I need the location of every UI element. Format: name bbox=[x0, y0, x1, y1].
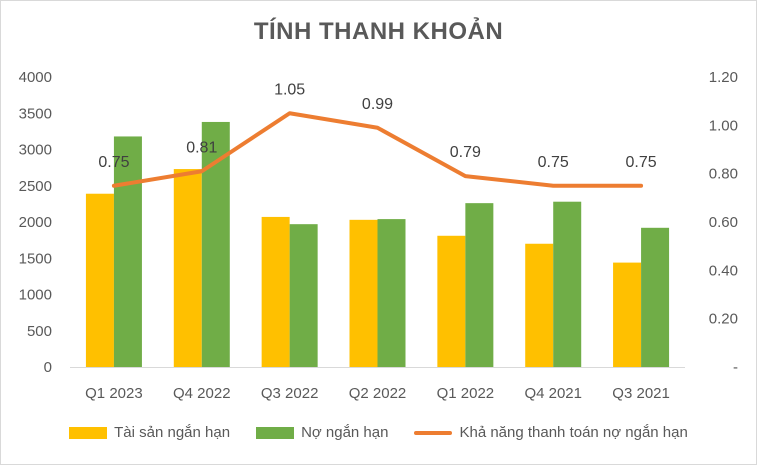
bar-no-ngan-han bbox=[641, 227, 670, 367]
legend-label-kha-nang: Khả năng thanh toán nợ ngắn hạn bbox=[459, 424, 688, 441]
bar-tai-san bbox=[437, 235, 466, 367]
data-label-kha-nang: 0.81 bbox=[186, 139, 217, 156]
y-right-tick-label: 1.20 bbox=[709, 69, 738, 86]
bar-tai-san bbox=[85, 193, 114, 367]
y-left-tick-label: 2500 bbox=[19, 178, 52, 195]
y-right-tick-label: 1.00 bbox=[709, 117, 738, 134]
data-label-kha-nang: 0.75 bbox=[98, 154, 129, 171]
legend-swatch-kha-nang bbox=[414, 430, 453, 435]
y-left-tick-label: 3500 bbox=[19, 105, 52, 122]
legend-item-kha-nang: Khả năng thanh toán nợ ngắn hạn bbox=[414, 424, 688, 441]
bar-no-ngan-han bbox=[113, 136, 142, 367]
data-label-kha-nang: 0.75 bbox=[626, 154, 657, 171]
data-label-kha-nang: 1.05 bbox=[274, 81, 305, 98]
x-tick-label: Q1 2023 bbox=[85, 385, 143, 402]
legend-item-tai-san: Tài sản ngắn hạn bbox=[69, 424, 230, 441]
legend-label-no-ngan-han: Nợ ngắn hạn bbox=[301, 424, 389, 441]
data-label-kha-nang: 0.75 bbox=[538, 154, 569, 171]
y-left-tick-label: 3000 bbox=[19, 142, 52, 159]
bar-no-ngan-han bbox=[465, 203, 494, 367]
bar-no-ngan-han bbox=[377, 219, 406, 367]
bar-tai-san bbox=[349, 219, 378, 367]
y-right-tick-label: - bbox=[733, 359, 738, 376]
data-label-kha-nang: 0.79 bbox=[450, 144, 481, 161]
bar-tai-san bbox=[525, 243, 554, 367]
bar-tai-san bbox=[173, 169, 202, 367]
y-right-tick-label: 0.40 bbox=[709, 262, 738, 279]
legend-swatch-tai-san bbox=[69, 426, 108, 439]
y-left-tick-label: 500 bbox=[27, 323, 52, 340]
bar-no-ngan-han bbox=[289, 224, 318, 367]
x-tick-label: Q4 2021 bbox=[524, 385, 582, 402]
legend-item-no-ngan-han: Nợ ngắn hạn bbox=[256, 424, 388, 441]
x-tick-label: Q1 2022 bbox=[437, 385, 495, 402]
legend-swatch-no-ngan-han bbox=[256, 426, 295, 439]
y-right-tick-label: 0.80 bbox=[709, 166, 738, 183]
y-left-tick-label: 0 bbox=[44, 359, 52, 376]
y-left-tick-label: 2000 bbox=[19, 214, 52, 231]
bar-no-ngan-han bbox=[201, 121, 230, 367]
x-tick-label: Q2 2022 bbox=[349, 385, 407, 402]
x-tick-label: Q3 2021 bbox=[612, 385, 670, 402]
legend-label-tai-san: Tài sản ngắn hạn bbox=[114, 424, 231, 441]
x-tick-label: Q4 2022 bbox=[173, 385, 231, 402]
chart-legend: Tài sản ngắn hạn Nợ ngắn hạn Khả năng th… bbox=[0, 424, 757, 441]
data-label-kha-nang: 0.99 bbox=[362, 96, 393, 113]
y-right-tick-label: 0.60 bbox=[709, 214, 738, 231]
y-left-tick-label: 1500 bbox=[19, 250, 52, 267]
bar-tai-san bbox=[613, 262, 642, 367]
y-left-tick-label: 4000 bbox=[19, 69, 52, 86]
chart-title: TÍNH THANH KHOẢN bbox=[253, 18, 504, 45]
y-left-tick-label: 1000 bbox=[19, 287, 52, 304]
line-kha-nang-thanh-toan bbox=[111, 111, 644, 188]
x-tick-label: Q3 2022 bbox=[261, 385, 319, 402]
bar-tai-san bbox=[261, 216, 290, 367]
bar-no-ngan-han bbox=[553, 201, 582, 367]
y-right-tick-label: 0.20 bbox=[709, 311, 738, 328]
